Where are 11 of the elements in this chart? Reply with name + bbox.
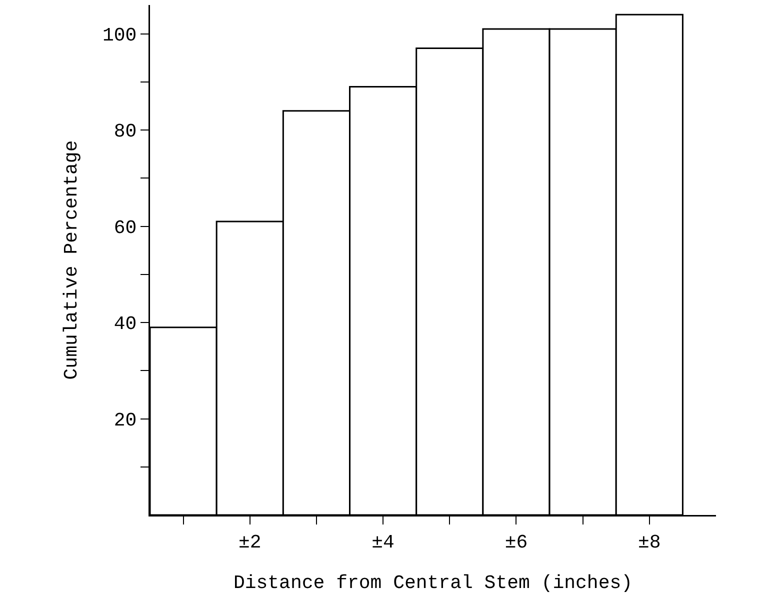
- x-tick-label: ±8: [638, 531, 661, 554]
- y-tick-label: 80: [114, 120, 137, 143]
- y-tick-label: 100: [102, 24, 137, 47]
- y-tick-label: 60: [114, 216, 137, 239]
- x-tick-label: ±2: [238, 531, 262, 554]
- y-tick-label: 20: [114, 409, 137, 432]
- x-axis-title: Distance from Central Stem (inches): [233, 572, 633, 594]
- y-axis-title: Cumulative Percentage: [60, 140, 83, 380]
- x-tick-label: ±4: [372, 531, 394, 554]
- x-tick-label: ±6: [504, 531, 528, 554]
- y-tick-label: 40: [114, 313, 137, 336]
